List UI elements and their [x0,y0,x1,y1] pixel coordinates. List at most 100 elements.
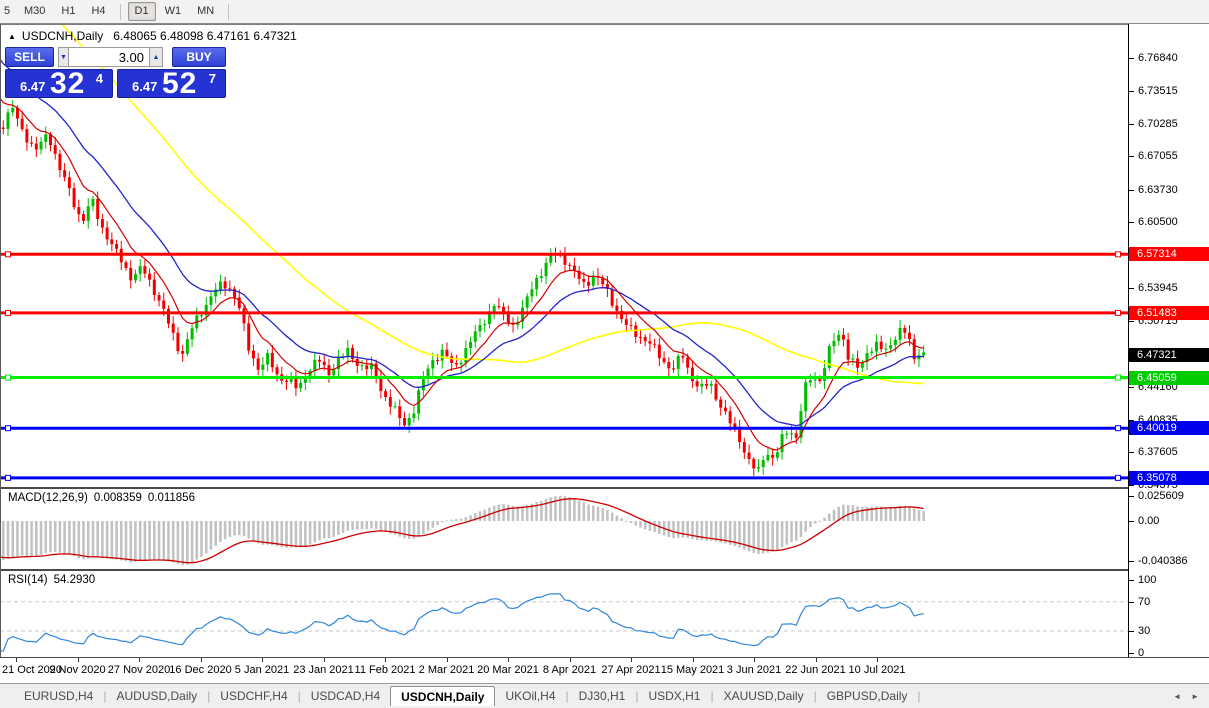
price-axis-tick: 6.67055 [1129,149,1209,163]
main-price-pane[interactable]: ▲ USDCNH,Daily 6.48065 6.48098 6.47161 6.4… [0,25,1128,487]
date-axis-label: 20 Mar 2021 [477,664,539,676]
date-axis-tick [77,658,79,662]
tab-DJ30-H1[interactable]: DJ30,H1 [578,689,626,703]
window-top-border [0,24,1209,25]
date-axis-label: 3 Jun 2021 [726,664,782,676]
tab-separator: | [565,689,569,703]
sell-button[interactable]: SELL [5,47,54,67]
price-axis-tick: 6.70285 [1129,117,1209,131]
bid-price-prefix: 6.47 [20,79,46,94]
timeframe-button-D1[interactable]: D1 [127,2,156,21]
sell-price-box[interactable]: 6.47 32 4 [5,67,113,100]
rsi-axis-tick: 0 [1129,646,1209,660]
date-axis-label: 27 Nov 2020 [107,664,171,676]
trade-amount-input[interactable] [69,47,149,67]
date-axis-label: 15 May 2021 [660,664,725,676]
price-axis-tick: 6.60500 [1129,215,1209,229]
macd-pane[interactable]: MACD(12,26,9) 0.008359 0.011856 [0,489,1128,569]
horizontal-line-6.51483 [0,309,1128,316]
macd-histogram [1,495,925,566]
date-axis-tick [323,658,325,662]
collapse-arrow-icon: ▲ [8,32,16,41]
macd-axis-tick: -0.040386 [1129,554,1209,568]
bid-price-big-digits: 32 [50,67,86,100]
horizontal-line-6.40019 [0,425,1128,432]
tab-scroll-right-icon[interactable]: ► [1191,692,1199,701]
rsi-axis-tick: 70 [1129,595,1209,609]
tab-separator: | [297,689,301,703]
ask-price-pip-digit: 7 [208,71,216,86]
price-axis-tick: 6.76840 [1129,51,1209,65]
buy-button[interactable]: BUY [172,47,226,67]
tab-USDCNH-Daily[interactable]: USDCNH,Daily [390,686,496,706]
price-axis-tick: 6.53945 [1129,281,1209,295]
horizontal-line-6.45059 [0,374,1128,381]
tab-UKOil-H4[interactable]: UKOil,H4 [505,689,556,703]
tab-separator: | [710,689,714,703]
date-axis-tick [385,658,386,662]
date-axis[interactable]: 21 Oct 2020 9 Nov 2020 27 Nov 2020 16 Dec 2… [0,658,1209,683]
buy-price-box[interactable]: 6.47 52 7 [117,67,226,100]
macd-axis-tick: 0.025609 [1129,489,1209,503]
tab-scroll-left-icon[interactable]: ◄ [1173,692,1181,701]
ma-fast-line [0,96,924,451]
date-axis-label: 10 Jul 2021 [848,664,906,676]
date-axis-tick [877,658,878,662]
price-axis-tick: 6.63730 [1129,183,1209,197]
current-price-label: 6.47321 [1129,347,1209,362]
date-axis-tick [815,658,817,662]
chart-title: ▲ USDCNH,Daily 6.48065 6.48098 6.47161 6.4… [8,29,297,43]
macd-indicator-label: MACD(12,26,9) 0.008359 0.011856 [8,492,195,504]
tab-XAUUSD-Daily[interactable]: XAUUSD,Daily [723,689,804,703]
tab-USDCHF-H4[interactable]: USDCHF,H4 [220,689,288,703]
date-axis-tick [508,658,509,662]
date-axis-tick [446,658,448,662]
date-axis-tick [754,658,755,662]
chart-ohlc-values: 6.48065 6.48098 6.47161 6.47321 [113,29,297,43]
price-line-label: 6.57314 [1129,247,1209,262]
timeframe-button-MN[interactable]: MN [197,5,215,17]
rsi-axis-tick: 100 [1129,573,1209,587]
timeframe-toolbar: 5 M30 H1 H4 D1 W1 MN [0,0,1209,24]
symbol-tabs: EURUSD,H4 | AUDUSD,Daily | USDCHF,H4 | USDCAD,… [14,686,921,706]
timeframe-button-W1[interactable]: W1 [164,5,182,17]
amount-increase-button[interactable]: ▲ [149,47,163,67]
pane-separator[interactable] [0,487,1209,489]
chart-symbol-period: USDCNH,Daily [21,29,104,43]
timeframe-button-H4[interactable]: H4 [91,5,106,17]
timeframe-button-M30[interactable]: M30 [24,5,46,17]
timeframe-button-5[interactable]: 5 [4,5,11,17]
date-axis-label: 2 Mar 2021 [418,664,475,676]
date-axis-label: 5 Jan 2021 [234,664,290,676]
macd-axis-tick: 0.00 [1129,514,1209,528]
date-axis-tick [16,658,17,662]
pane-separator[interactable] [0,569,1209,571]
price-line-label: 6.51483 [1129,305,1209,320]
rsi-indicator-label: RSI(14) 54.2930 [8,574,96,586]
ask-price-big-digits: 52 [162,67,198,100]
rsi-pane[interactable]: RSI(14) 54.2930 [0,571,1128,657]
tab-GBPUSD-Daily[interactable]: GBPUSD,Daily [826,689,908,703]
symbol-tabs-bar: EURUSD,H4 | AUDUSD,Daily | USDCHF,H4 | USDCAD,… [0,683,1209,708]
price-axis[interactable]: 6.76840 6.73515 6.70285 6.67055 6.63730 6.605… [1128,24,1209,660]
timeframe-button-H1[interactable]: H1 [61,5,76,17]
macd-signal-line [0,498,924,564]
price-axis-tick: 6.37605 [1129,445,1209,459]
tab-separator: | [207,689,211,703]
date-axis-label: 22 Jun 2021 [785,664,846,676]
tab-separator: | [917,689,921,703]
tab-USDCAD-H4[interactable]: USDCAD,H4 [310,689,381,703]
ma-slow-line [61,25,924,385]
rsi-axis-tick: 30 [1129,624,1209,638]
toolbar-separator [119,3,121,20]
pane-separator [0,657,1209,658]
price-line-label: 6.40019 [1129,421,1209,436]
tab-EURUSD-H4[interactable]: EURUSD,H4 [24,689,94,703]
price-axis-tick: 6.73515 [1129,84,1209,98]
tab-separator: | [635,689,639,703]
tab-AUDUSD-Daily[interactable]: AUDUSD,Daily [116,689,198,703]
tab-USDX-H1[interactable]: USDX,H1 [648,689,701,703]
date-axis-label: 21 Oct 2020 [2,664,62,676]
amount-decrease-button[interactable]: ▼ [58,47,69,67]
